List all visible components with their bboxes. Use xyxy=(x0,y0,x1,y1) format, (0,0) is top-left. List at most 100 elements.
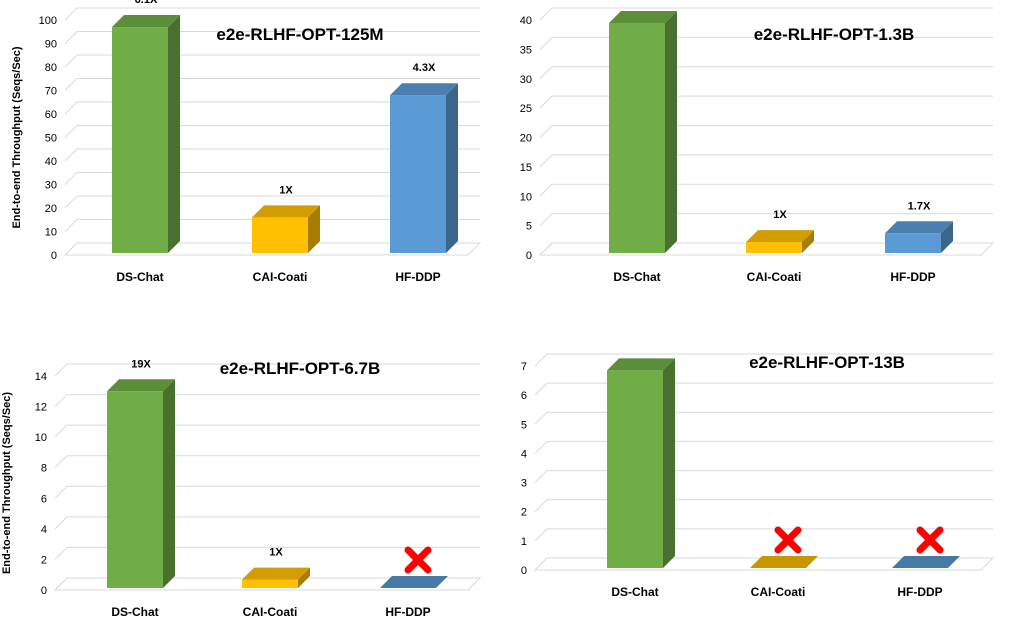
gridline-side xyxy=(64,101,78,115)
chart-panel-opt-13b: 01234567End-to-end Throughput (Seqs/Sec)… xyxy=(481,318,1013,618)
chart-svg: 01234567End-to-end Throughput (Seqs/Sec)… xyxy=(481,353,995,599)
gridline-side xyxy=(534,528,548,542)
gridline-side xyxy=(534,382,548,396)
gridline-side xyxy=(539,154,553,168)
data-label: 4.3X xyxy=(413,62,436,74)
bar xyxy=(607,358,675,568)
gridline-side xyxy=(534,441,548,454)
gridline-side xyxy=(54,363,68,377)
y-tick-label: 50 xyxy=(45,133,57,145)
chart-title: e2e-RLHF-OPT-125M xyxy=(216,25,383,44)
bar xyxy=(112,15,180,253)
y-tick-label: 0 xyxy=(526,250,532,262)
bar-side xyxy=(308,205,320,253)
y-tick-label: 40 xyxy=(45,156,57,168)
y-tick-label: 4 xyxy=(41,524,47,536)
x-tick-label: CAI-Coati xyxy=(751,585,806,599)
x-tick-label: DS-Chat xyxy=(111,605,158,618)
x-tick-label: CAI-Coati xyxy=(243,605,298,618)
bar-front xyxy=(746,242,802,253)
bar-top xyxy=(112,15,180,28)
gridline-side xyxy=(64,195,78,209)
bar xyxy=(252,205,320,253)
bar-top xyxy=(252,205,320,218)
gridline-side xyxy=(534,353,548,367)
bar-side xyxy=(298,567,310,588)
data-label: 1.7X xyxy=(908,200,931,212)
chart-svg: 0 10 20 30 40 50 60 70 80 90 100 End-to-end Through… xyxy=(11,0,482,284)
x-tick-label: CAI-Coati xyxy=(253,270,308,284)
data-label: 1X xyxy=(269,547,283,559)
failed-marker-stroke xyxy=(774,526,802,554)
chart-floor xyxy=(533,557,995,571)
y-tick-label: 0 xyxy=(41,585,47,597)
bar xyxy=(746,230,814,253)
y-tick-label: 20 xyxy=(45,203,57,215)
bar-slab xyxy=(750,556,818,568)
bar-front xyxy=(607,370,663,568)
y-tick-label: 100 xyxy=(39,15,57,27)
y-tick-label: 90 xyxy=(45,39,57,51)
bar-slab xyxy=(380,576,448,588)
y-tick-label: 3 xyxy=(521,478,527,490)
y-tick-label: 4 xyxy=(521,448,527,460)
y-tick-label: 30 xyxy=(520,74,532,86)
bar xyxy=(750,556,818,568)
data-label: 1X xyxy=(279,184,293,196)
gridline-side xyxy=(64,31,78,44)
bar-front xyxy=(252,217,308,253)
y-axis-label: End-to-end Throughput (Seqs/Sec) xyxy=(1,392,13,574)
bar xyxy=(390,83,458,253)
x-tick-label: HF-DDP xyxy=(897,585,942,599)
bar-front xyxy=(390,95,446,253)
gridline-side xyxy=(64,54,78,68)
bar-front xyxy=(107,391,163,588)
bar-side xyxy=(802,230,814,253)
gridline-side xyxy=(539,95,553,109)
chart-floor xyxy=(53,577,482,591)
failed-marker-stroke xyxy=(916,526,944,554)
chart-title: e2e-RLHF-OPT-6.7B xyxy=(220,359,381,378)
failed-marker-icon xyxy=(916,526,944,554)
failed-marker-icon xyxy=(404,546,432,574)
gridline-side xyxy=(64,125,78,138)
data-label: 6.1X xyxy=(135,0,158,6)
gridline-side xyxy=(64,219,78,232)
bar-slab xyxy=(892,556,960,568)
gridline-side xyxy=(64,148,78,162)
bar-side xyxy=(941,221,953,253)
chart-floor xyxy=(538,242,995,256)
bar-top xyxy=(607,358,675,371)
bar-side xyxy=(663,358,675,568)
y-tick-label: 20 xyxy=(520,133,532,145)
bar xyxy=(609,10,677,253)
gridline-side xyxy=(64,78,78,91)
chart-title: e2e-RLHF-OPT-13B xyxy=(749,353,905,372)
chart-panel-opt-1.3b: 0510152025303540End-to-end Throughput (S… xyxy=(486,0,1013,300)
bar-side xyxy=(665,10,677,253)
gridline-side xyxy=(539,7,553,21)
bar-side xyxy=(163,379,175,588)
gridline-side xyxy=(54,455,68,469)
gridline-side xyxy=(64,7,78,21)
gridline-side xyxy=(54,547,68,560)
gridline-side xyxy=(54,394,68,407)
y-tick-label: 0 xyxy=(51,250,57,262)
y-tick-label: 5 xyxy=(526,221,532,233)
x-tick-label: DS-Chat xyxy=(611,585,658,599)
y-tick-label: 40 xyxy=(520,15,532,27)
x-tick-label: CAI-Coati xyxy=(747,270,802,284)
x-tick-label: DS-Chat xyxy=(613,270,660,284)
chart-panel-opt-125m: 0 10 20 30 40 50 60 70 80 90 100 End-to-end Through… xyxy=(0,0,500,300)
failed-marker-stroke xyxy=(404,546,432,574)
bar xyxy=(380,576,448,588)
bar-front xyxy=(609,22,665,253)
bar-front xyxy=(885,233,941,253)
y-tick-label: 2 xyxy=(41,554,47,566)
bar xyxy=(107,379,175,588)
gridline-side xyxy=(64,172,78,185)
bar-top xyxy=(609,10,677,23)
y-tick-label: 70 xyxy=(45,86,57,98)
x-tick-label: HF-DDP xyxy=(385,605,430,618)
bar-top xyxy=(390,83,458,96)
